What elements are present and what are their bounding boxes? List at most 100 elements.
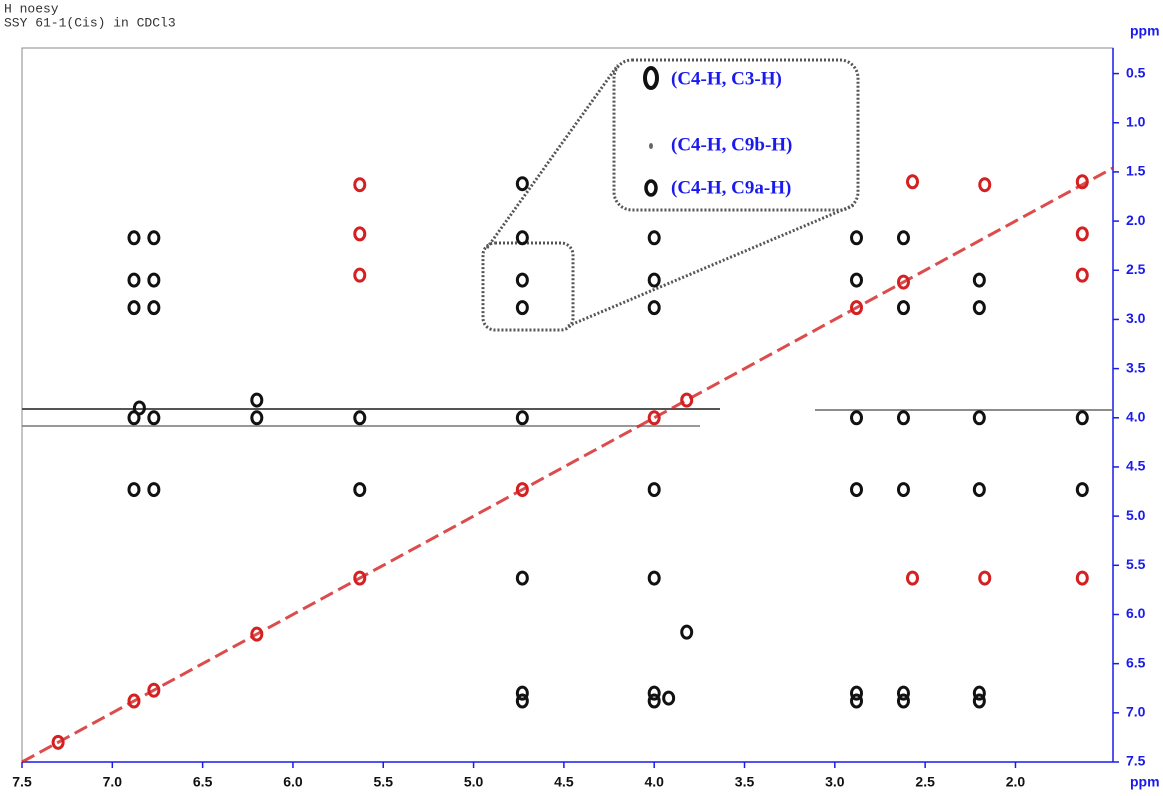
- peak: [906, 570, 920, 586]
- peak: [906, 174, 920, 190]
- peak: [978, 177, 992, 193]
- peak: [515, 410, 529, 426]
- peak: [250, 410, 264, 426]
- peak: [896, 300, 910, 316]
- inset: (C4-H, C3-H) (C4-H, C9b-H) (C4-H, C9a-H): [643, 66, 792, 198]
- x-axis-label: ppm: [1130, 774, 1160, 790]
- peak: [850, 410, 864, 426]
- peak: [647, 570, 661, 586]
- peak: [972, 482, 986, 498]
- header-line: H noesy: [4, 1, 59, 16]
- y-tick-label: 0.5: [1126, 64, 1146, 80]
- peak: [850, 482, 864, 498]
- y-tick-label: 1.0: [1126, 113, 1146, 129]
- peak: [127, 230, 141, 246]
- y-tick-label: 3.0: [1126, 310, 1146, 326]
- peak: [127, 482, 141, 498]
- x-tick-label: 5.0: [464, 774, 484, 790]
- peak: [896, 274, 910, 290]
- peak: [147, 410, 161, 426]
- peak: [515, 482, 529, 498]
- peak: [250, 392, 264, 408]
- peak: [515, 272, 529, 288]
- y-tick-label: 5.0: [1126, 507, 1146, 523]
- peak: [1075, 570, 1089, 586]
- peak: [515, 230, 529, 246]
- peak: [1075, 482, 1089, 498]
- peak: [896, 693, 910, 709]
- x-tick-label: 2.5: [915, 774, 935, 790]
- x-tick-label: 6.0: [283, 774, 303, 790]
- peak: [353, 410, 367, 426]
- peak: [647, 693, 661, 709]
- peak: [127, 300, 141, 316]
- peak: [147, 300, 161, 316]
- inset-peak: [649, 143, 653, 149]
- peak: [353, 226, 367, 242]
- peak: [647, 300, 661, 316]
- peak: [147, 230, 161, 246]
- peak: [647, 230, 661, 246]
- peak: [972, 685, 986, 701]
- x-tick-label: 4.5: [554, 774, 574, 790]
- x-tick-label: 7.0: [103, 774, 123, 790]
- diagonal: [21, 166, 1114, 764]
- peak: [850, 693, 864, 709]
- peak: [896, 410, 910, 426]
- peak: [647, 272, 661, 288]
- inset-box: [612, 58, 860, 212]
- y-tick-label: 4.5: [1126, 458, 1146, 474]
- x-tick-label: 5.5: [374, 774, 394, 790]
- peak: [1075, 174, 1089, 190]
- peak: [515, 685, 529, 701]
- peak: [353, 482, 367, 498]
- peak: [147, 682, 161, 698]
- peak: [127, 272, 141, 288]
- peak: [515, 300, 529, 316]
- peak: [896, 230, 910, 246]
- y-tick-label: 2.5: [1126, 261, 1146, 277]
- x-tick-label: 4.0: [644, 774, 664, 790]
- callout-box: [481, 241, 575, 332]
- y-tick-label: 7.0: [1126, 704, 1146, 720]
- annotation: (C4-H, C9b-H): [671, 134, 792, 155]
- annotation: (C4-H, C9a-H): [671, 177, 791, 198]
- y-tick-label: 4.0: [1126, 408, 1146, 424]
- peak: [515, 570, 529, 586]
- y-tick-label: 2.0: [1126, 212, 1146, 228]
- y-tick-label: 1.5: [1126, 163, 1146, 179]
- callout-line: [567, 203, 855, 328]
- y-tick-label: 6.5: [1126, 654, 1146, 670]
- peak: [647, 410, 661, 426]
- header-line: SSY 61-1(Cis) in CDCl3: [4, 15, 176, 30]
- noise-lines: [22, 408, 1113, 427]
- annotation: (C4-H, C3-H): [671, 68, 782, 89]
- peak: [127, 693, 141, 709]
- peak: [647, 685, 661, 701]
- peak: [647, 482, 661, 498]
- peak: [896, 482, 910, 498]
- peak: [850, 272, 864, 288]
- inset-peak: [644, 179, 658, 197]
- peak: [1075, 226, 1089, 242]
- peak: [662, 690, 676, 706]
- x-tick-label: 3.0: [825, 774, 845, 790]
- peak: [147, 482, 161, 498]
- peak: [515, 693, 529, 709]
- peak: [515, 176, 529, 192]
- peak: [850, 230, 864, 246]
- y-tick-label: 5.5: [1126, 556, 1146, 572]
- peak: [353, 267, 367, 283]
- peak: [972, 272, 986, 288]
- peak: [850, 300, 864, 316]
- peak: [972, 300, 986, 316]
- peak: [978, 570, 992, 586]
- peak: [127, 410, 141, 426]
- y-tick-label: 7.5: [1126, 753, 1146, 769]
- peak: [51, 734, 65, 750]
- peak: [1075, 410, 1089, 426]
- peak: [353, 177, 367, 193]
- peak: [850, 685, 864, 701]
- peak: [680, 392, 694, 408]
